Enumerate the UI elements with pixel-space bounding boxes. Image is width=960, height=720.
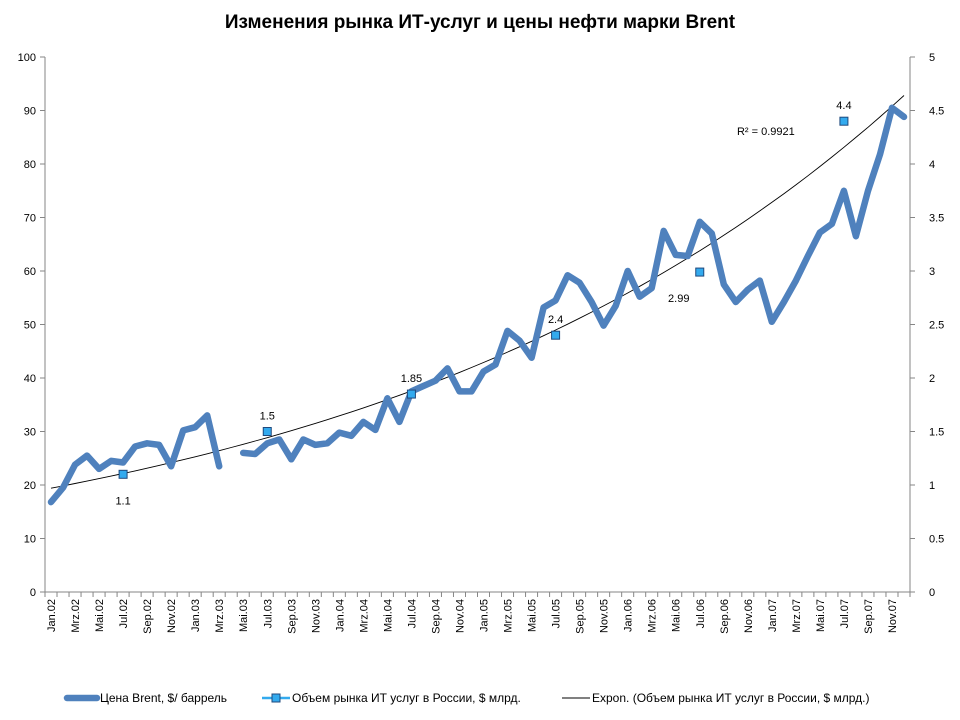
y-right-tick-label: 3.5 — [929, 213, 944, 225]
x-tick-label: Mrz.02 — [70, 599, 82, 633]
y-right-tick-label: 5 — [929, 52, 935, 64]
x-tick-label: Sep.05 — [575, 599, 587, 634]
y-left-tick-label: 70 — [24, 213, 36, 225]
x-tick-label: Sep.07 — [863, 599, 875, 634]
it-market-marker — [551, 330, 561, 340]
it-market-marker — [262, 427, 272, 436]
legend-label-trend: Expon. (Объем рынка ИТ услуг в России, $… — [592, 691, 870, 705]
x-tick-label: Jul.03 — [262, 599, 274, 628]
y-right-tick-label: 4.5 — [929, 106, 944, 118]
x-tick-label: Nov.02 — [166, 599, 178, 633]
y-left-tick-label: 10 — [24, 534, 36, 546]
x-tick-label: Mrz.07 — [791, 599, 803, 633]
y-left-tick-label: 0 — [30, 587, 36, 599]
marker-layer: 1.1 1.5 1.85 2.4 2.99 4.4 — [115, 100, 851, 507]
it-market-data-label: 1.1 — [115, 495, 130, 507]
it-market-data-label: 1.5 — [260, 411, 275, 423]
legend-swatch-it-marker — [271, 693, 281, 703]
x-tick-label: Mai.05 — [527, 599, 539, 632]
axes: 0 10 20 30 40 50 60 70 80 90 100 0 0.5 1 1.5 2 2.5 3 3.5 4 4… — [18, 52, 945, 634]
x-tick-label: Jan.02 — [46, 599, 58, 632]
x-tick-label: Jan.05 — [479, 599, 491, 632]
it-market-data-label: 4.4 — [836, 100, 851, 112]
x-tick-label: Jul.02 — [118, 599, 130, 628]
y-right-tick-label: 0.5 — [929, 534, 944, 546]
y-right-tick-label: 1 — [929, 480, 935, 492]
line-layer — [47, 104, 908, 506]
x-tick-label: Mrz.06 — [647, 599, 659, 633]
x-tick-label: Jan.06 — [623, 599, 635, 632]
x-tick-label: Nov.03 — [310, 599, 322, 633]
x-tick-label: Sep.06 — [719, 599, 731, 634]
y-right-tick-label: 1.5 — [929, 427, 944, 439]
x-tick-label: Jan.07 — [767, 599, 779, 632]
x-tick-label: Mai.03 — [238, 599, 250, 632]
x-tick-label: Jan.03 — [190, 599, 202, 632]
it-market-marker — [839, 116, 849, 126]
it-market-data-label: 1.85 — [401, 373, 422, 385]
r2-label: R² = 0.9921 — [737, 126, 795, 138]
x-tick-label: Sep.02 — [142, 599, 154, 634]
x-tick-label: Mai.07 — [815, 599, 827, 632]
legend-label-brent: Цена Brent, $/ баррель — [100, 691, 227, 705]
brent-price-line — [47, 412, 223, 506]
it-market-data-label: 2.4 — [548, 314, 563, 326]
y-left-tick-label: 50 — [24, 320, 36, 332]
y-right-tick-label: 2.5 — [929, 320, 944, 332]
it-market-marker — [695, 267, 705, 277]
x-tick-label: Nov.04 — [454, 599, 466, 633]
y-left-tick-label: 60 — [24, 266, 36, 278]
trend-layer: R² = 0.9921 — [50, 95, 905, 489]
y-right-tick-label: 3 — [929, 266, 935, 278]
y-left-tick-label: 80 — [24, 159, 36, 171]
x-tick-label: Nov.05 — [599, 599, 611, 633]
y-left-tick-label: 90 — [24, 106, 36, 118]
x-tick-label: Jan.04 — [334, 599, 346, 632]
legend: Цена Brent, $/ баррель Объем рынка ИТ усл… — [63, 691, 870, 705]
x-tick-label: Nov.06 — [743, 599, 755, 633]
brent-price-line — [239, 104, 908, 463]
y-right-tick-label: 4 — [929, 159, 935, 171]
x-tick-label: Jul.04 — [406, 599, 418, 628]
y-right-tick-label: 0 — [929, 587, 935, 599]
x-tick-label: Jul.06 — [695, 599, 707, 628]
y-left-tick-label: 20 — [24, 480, 36, 492]
it-market-marker — [406, 389, 416, 399]
trend-line — [50, 95, 905, 489]
x-tick-label: Mai.04 — [382, 599, 394, 632]
y-left-tick-label: 40 — [24, 373, 36, 385]
x-tick-label: Jul.07 — [839, 599, 851, 628]
x-tick-label: Sep.03 — [286, 599, 298, 634]
x-tick-label: Mrz.04 — [358, 599, 370, 633]
y-right-tick-label: 2 — [929, 373, 935, 385]
x-tick-label: Jul.05 — [551, 599, 563, 628]
x-tick-label: Mrz.03 — [214, 599, 226, 633]
x-tick-label: Mai.06 — [671, 599, 683, 632]
x-tick-label: Sep.04 — [430, 599, 442, 634]
y-left-tick-label: 100 — [18, 52, 36, 64]
it-market-data-label: 2.99 — [668, 293, 689, 305]
y-left-tick-label: 30 — [24, 427, 36, 439]
it-market-marker — [118, 469, 128, 479]
chart-title: Изменения рынка ИТ-услуг и цены нефти ма… — [224, 12, 736, 33]
x-tick-label: Mrz.05 — [503, 599, 515, 633]
x-tick-label: Mai.02 — [94, 599, 106, 632]
legend-label-it-market: Объем рынка ИТ услуг в России, $ млрд. — [292, 691, 521, 705]
x-tick-label: Nov.07 — [887, 599, 899, 633]
